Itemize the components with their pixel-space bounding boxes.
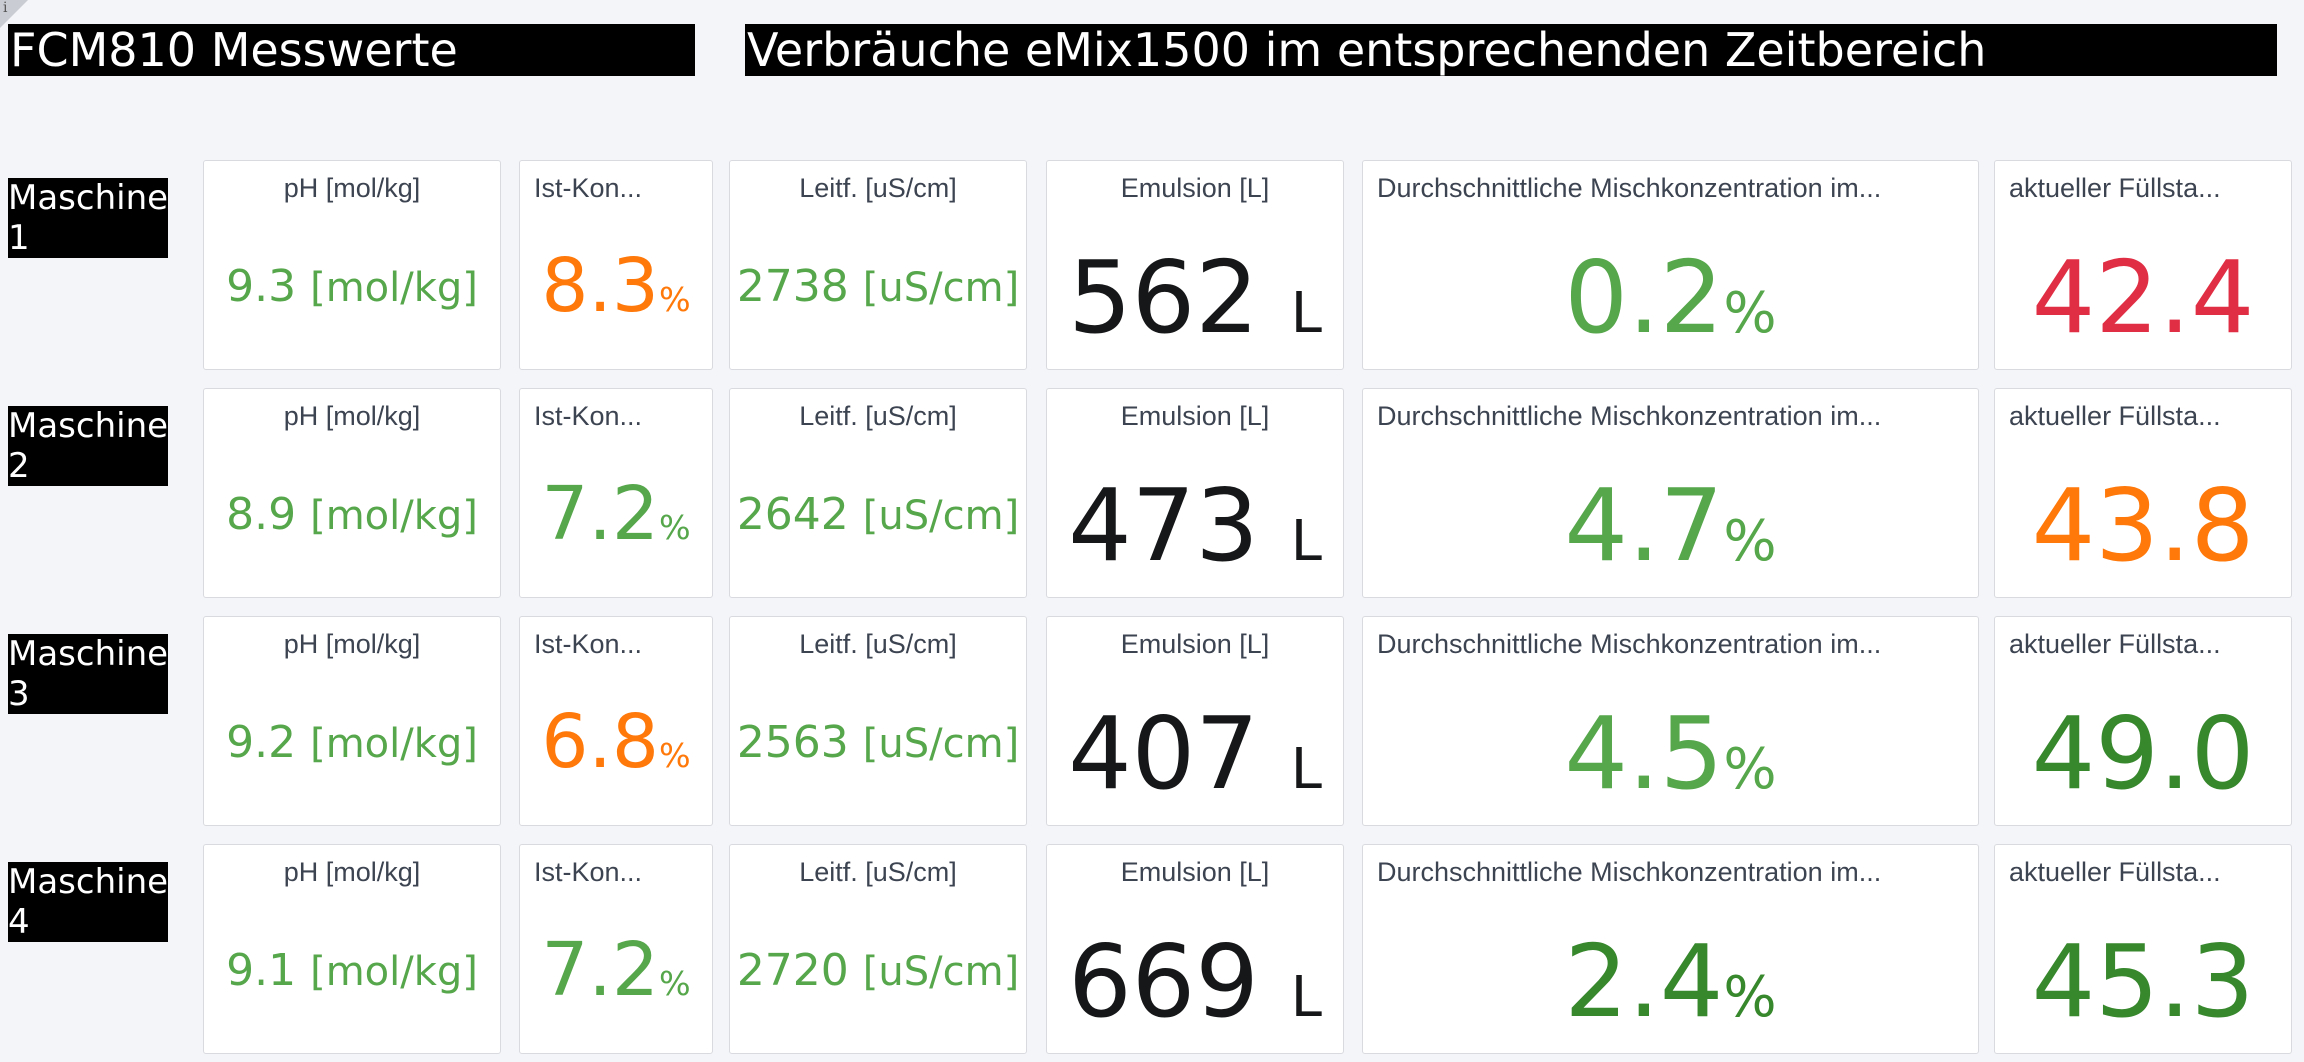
panel-title: Ist-Kon...: [534, 857, 643, 887]
machine-label-number: 1: [8, 218, 30, 258]
machine-label: Maschine 4: [8, 862, 168, 942]
machine-label-number: 3: [8, 674, 30, 714]
machine-label-number: 4: [8, 902, 30, 942]
panel-ist-konzentration[interactable]: Ist-Kon... 8.3%: [519, 160, 713, 370]
emulsion-value: 473 L: [1068, 467, 1322, 584]
panel-emulsion[interactable]: Emulsion [L] 407 L: [1046, 616, 1344, 826]
machine-label: Maschine 2: [8, 406, 168, 486]
machine-label: Maschine 1: [8, 178, 168, 258]
panel-mischkonzentration[interactable]: Durchschnittliche Mischkonzentration im.…: [1362, 844, 1979, 1054]
info-icon[interactable]: i: [3, 0, 8, 16]
panel-ph[interactable]: pH [mol/kg] 9.1 [mol/kg]: [203, 844, 501, 1054]
panel-title: Leitf. [uS/cm]: [799, 629, 957, 659]
mischkonzentration-value: 4.7%: [1564, 467, 1777, 584]
mischkonzentration-value: 4.5%: [1564, 695, 1777, 812]
panel-title: aktueller Füllsta...: [2009, 401, 2221, 431]
panel-fuellstand[interactable]: aktueller Füllsta... 42.4: [1994, 160, 2292, 370]
machine-label-name: Maschine: [8, 634, 168, 674]
ist-konzentration-value: 6.8%: [541, 699, 691, 785]
panel-emulsion[interactable]: Emulsion [L] 669 L: [1046, 844, 1344, 1054]
ist-konzentration-value: 8.3%: [541, 243, 691, 329]
panel-mischkonzentration[interactable]: Durchschnittliche Mischkonzentration im.…: [1362, 388, 1979, 598]
panel-title: Emulsion [L]: [1120, 857, 1270, 887]
panel-fuellstand[interactable]: aktueller Füllsta... 45.3: [1994, 844, 2292, 1054]
panel-title: pH [mol/kg]: [283, 401, 421, 431]
panel-title: Durchschnittliche Mischkonzentration im.…: [1377, 401, 1882, 431]
ph-value: 9.2 [mol/kg]: [226, 717, 478, 768]
panel-mischkonzentration[interactable]: Durchschnittliche Mischkonzentration im.…: [1362, 160, 1979, 370]
panel-title: Ist-Kon...: [534, 173, 643, 203]
panel-title: pH [mol/kg]: [283, 173, 421, 203]
fuellstand-value: 42.4: [2031, 239, 2255, 356]
panel-title: Durchschnittliche Mischkonzentration im.…: [1377, 173, 1882, 203]
panel-leitfaehigkeit[interactable]: Leitf. [uS/cm] 2563 [uS/cm]: [729, 616, 1027, 826]
mischkonzentration-value: 2.4%: [1564, 923, 1777, 1040]
panel-title: Leitf. [uS/cm]: [799, 173, 957, 203]
emulsion-value: 407 L: [1068, 695, 1322, 812]
panel-title: Leitf. [uS/cm]: [799, 857, 957, 887]
section-title-fcm810: FCM810 Messwerte: [8, 24, 695, 76]
panel-title: pH [mol/kg]: [283, 857, 421, 887]
panel-title: Durchschnittliche Mischkonzentration im.…: [1377, 629, 1882, 659]
emulsion-value: 669 L: [1068, 923, 1322, 1040]
ph-value: 9.1 [mol/kg]: [226, 945, 478, 996]
panel-fuellstand[interactable]: aktueller Füllsta... 49.0: [1994, 616, 2292, 826]
panel-ph[interactable]: pH [mol/kg] 8.9 [mol/kg]: [203, 388, 501, 598]
fuellstand-value: 43.8: [2031, 467, 2255, 584]
panel-ist-konzentration[interactable]: Ist-Kon... 6.8%: [519, 616, 713, 826]
machine-label-name: Maschine: [8, 862, 168, 902]
panel-ph[interactable]: pH [mol/kg] 9.3 [mol/kg]: [203, 160, 501, 370]
ph-value: 9.3 [mol/kg]: [226, 261, 478, 312]
panel-title: Leitf. [uS/cm]: [799, 401, 957, 431]
machine-label-number: 2: [8, 446, 30, 486]
panel-title: Ist-Kon...: [534, 401, 643, 431]
panel-title: aktueller Füllsta...: [2009, 629, 2221, 659]
panel-leitfaehigkeit[interactable]: Leitf. [uS/cm] 2720 [uS/cm]: [729, 844, 1027, 1054]
emulsion-value: 562 L: [1068, 239, 1322, 356]
panel-leitfaehigkeit[interactable]: Leitf. [uS/cm] 2642 [uS/cm]: [729, 388, 1027, 598]
section-title-verbraeuche: Verbräuche eMix1500 im entsprechenden Ze…: [745, 24, 2277, 76]
machine-label-name: Maschine: [8, 178, 168, 218]
panel-info-corner[interactable]: [0, 0, 28, 28]
mischkonzentration-value: 0.2%: [1564, 239, 1777, 356]
panel-ist-konzentration[interactable]: Ist-Kon... 7.2%: [519, 388, 713, 598]
panel-fuellstand[interactable]: aktueller Füllsta... 43.8: [1994, 388, 2292, 598]
leitfaehigkeit-value: 2563 [uS/cm]: [736, 717, 1020, 768]
fuellstand-value: 45.3: [2031, 923, 2255, 1040]
panel-title: Emulsion [L]: [1120, 173, 1270, 203]
leitfaehigkeit-value: 2720 [uS/cm]: [736, 945, 1020, 996]
fuellstand-value: 49.0: [2031, 695, 2255, 812]
leitfaehigkeit-value: 2738 [uS/cm]: [736, 261, 1020, 312]
ist-konzentration-value: 7.2%: [541, 927, 691, 1013]
panel-title: Durchschnittliche Mischkonzentration im.…: [1377, 857, 1882, 887]
panel-ph[interactable]: pH [mol/kg] 9.2 [mol/kg]: [203, 616, 501, 826]
panel-ist-konzentration[interactable]: Ist-Kon... 7.2%: [519, 844, 713, 1054]
machine-label: Maschine 3: [8, 634, 168, 714]
panel-title: Ist-Kon...: [534, 629, 643, 659]
leitfaehigkeit-value: 2642 [uS/cm]: [736, 489, 1020, 540]
panel-title: pH [mol/kg]: [283, 629, 421, 659]
ist-konzentration-value: 7.2%: [541, 471, 691, 557]
panel-title: Emulsion [L]: [1120, 401, 1270, 431]
panel-emulsion[interactable]: Emulsion [L] 562 L: [1046, 160, 1344, 370]
panel-emulsion[interactable]: Emulsion [L] 473 L: [1046, 388, 1344, 598]
ph-value: 8.9 [mol/kg]: [226, 489, 478, 540]
panel-leitfaehigkeit[interactable]: Leitf. [uS/cm] 2738 [uS/cm]: [729, 160, 1027, 370]
panel-title: aktueller Füllsta...: [2009, 857, 2221, 887]
machine-label-name: Maschine: [8, 406, 168, 446]
panel-title: aktueller Füllsta...: [2009, 173, 2221, 203]
panel-mischkonzentration[interactable]: Durchschnittliche Mischkonzentration im.…: [1362, 616, 1979, 826]
panel-title: Emulsion [L]: [1120, 629, 1270, 659]
